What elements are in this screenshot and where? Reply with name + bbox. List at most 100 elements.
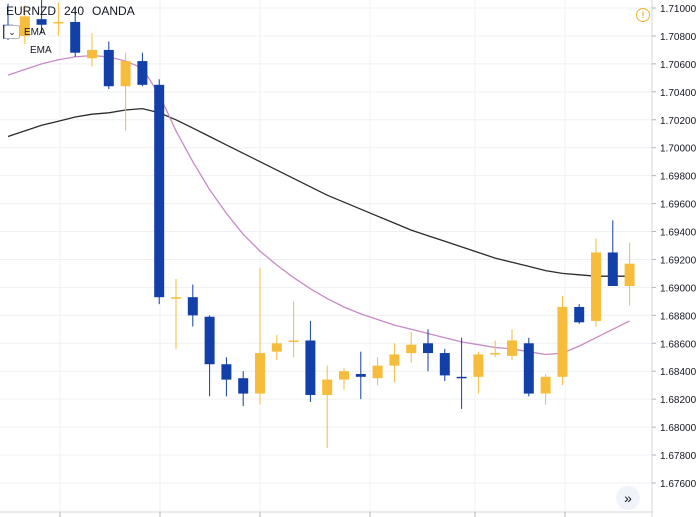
candles: [3, 0, 635, 449]
candle-body: [271, 343, 282, 352]
candle-body: [238, 378, 249, 394]
candle-bearish: [36, 0, 47, 34]
candle-bearish: [238, 371, 249, 407]
candle-bearish: [204, 315, 215, 397]
candle-body: [120, 61, 131, 87]
candle-bullish: [53, 2, 64, 36]
candle-body: [372, 365, 383, 379]
candle-bullish: [171, 279, 181, 349]
candle-bullish: [288, 301, 299, 358]
price-tick-label: 1.69200: [660, 255, 697, 266]
candle-bullish: [372, 357, 383, 386]
candle-body: [591, 252, 601, 321]
price-tick-label: 1.70600: [660, 60, 697, 71]
price-tick-label: 1.71000: [660, 4, 697, 15]
candle-bearish: [439, 348, 450, 381]
candle-bullish: [255, 267, 265, 405]
time-axis[interactable]: [59, 512, 566, 517]
candle-body: [456, 376, 467, 379]
candle-body: [305, 340, 316, 395]
candle-body: [339, 371, 349, 380]
candle-body: [103, 49, 114, 87]
price-tick-label: 1.69800: [660, 172, 697, 183]
price-tick-label: 1.69400: [660, 228, 697, 239]
candle-bearish: [423, 329, 433, 372]
candle-body: [439, 353, 450, 376]
candle-body: [507, 340, 517, 356]
price-tick-label: 1.67800: [660, 451, 697, 462]
candle-bearish: [221, 357, 232, 397]
candle-body: [36, 19, 47, 25]
candle-body: [423, 343, 433, 354]
candle-body: [70, 21, 81, 53]
price-tick-label: 1.69600: [660, 200, 697, 211]
legend-ema-fast-label: EMA: [24, 26, 46, 38]
candle-bullish: [557, 295, 568, 386]
price-tick-label: 1.68600: [660, 339, 697, 350]
interval-label[interactable]: 240: [64, 4, 85, 18]
candle-bearish: [574, 304, 585, 324]
candle-body: [355, 374, 366, 377]
candle-body: [137, 61, 148, 85]
symbol-header[interactable]: EURNZD 240 OANDA: [6, 4, 135, 18]
candle-bearish: [187, 284, 198, 327]
legend-collapse-button[interactable]: ⌄: [4, 25, 20, 39]
legend-ema-slow[interactable]: EMA: [30, 45, 52, 56]
price-tick-label: 1.68800: [660, 311, 697, 322]
price-tick-label: 1.67600: [660, 479, 697, 490]
candle-bullish: [87, 33, 97, 67]
candle-bearish: [607, 220, 618, 287]
candle-body: [389, 354, 400, 366]
scroll-to-realtime-button[interactable]: »: [616, 486, 640, 510]
candle-body: [87, 49, 97, 59]
candle-bullish: [540, 374, 551, 405]
candle-body: [540, 376, 551, 394]
candle-bullish: [120, 52, 131, 131]
candle-body: [473, 354, 484, 377]
candle-bullish: [406, 332, 417, 363]
candle-body: [187, 297, 198, 316]
candle-body: [322, 379, 333, 395]
ema-slow-line: [7, 107, 630, 277]
candle-bearish: [70, 8, 81, 57]
candle-bullish: [271, 334, 282, 361]
price-tick-label: 1.70200: [660, 116, 697, 127]
candle-bullish: [339, 368, 349, 390]
candle-body: [204, 316, 215, 365]
candle-body: [523, 343, 534, 394]
candle-body: [53, 21, 64, 24]
candle-bullish: [490, 340, 501, 358]
candle-bullish: [507, 329, 517, 361]
candle-bearish: [305, 320, 316, 402]
symbol-name[interactable]: EURNZD: [6, 4, 56, 18]
candle-bullish: [473, 351, 484, 394]
candle-bullish: [322, 365, 333, 449]
legend-ema-slow-label: EMA: [30, 45, 52, 56]
candle-body: [288, 340, 299, 342]
price-tick-label: 1.68000: [660, 423, 697, 434]
info-icon[interactable]: !: [636, 8, 650, 22]
price-tick-label: 1.70400: [660, 88, 697, 99]
candle-bearish: [456, 337, 467, 409]
price-tick-label: 1.70800: [660, 32, 697, 43]
candle-body: [19, 16, 30, 36]
candle-bullish: [591, 238, 601, 327]
candle-body: [574, 306, 585, 323]
candle-body: [557, 306, 568, 377]
candle-body: [154, 84, 165, 298]
price-tick-label: 1.68200: [660, 395, 697, 406]
price-axis[interactable]: 1.71000 1.70800 1.70600 1.70400 1.70200 1.700…: [652, 4, 697, 490]
candle-bullish: [19, 5, 30, 45]
legend-ema-fast[interactable]: ⌄ EMA: [4, 25, 46, 39]
candle-body: [490, 353, 501, 355]
candle-body: [607, 252, 618, 287]
candle-bullish: [624, 242, 635, 306]
candle-bullish: [389, 343, 400, 383]
data-source: OANDA: [92, 4, 135, 18]
candle-body: [221, 364, 232, 380]
price-tick-label: 1.68400: [660, 367, 697, 378]
candle-bearish: [137, 52, 148, 87]
candle-bearish: [154, 79, 165, 305]
